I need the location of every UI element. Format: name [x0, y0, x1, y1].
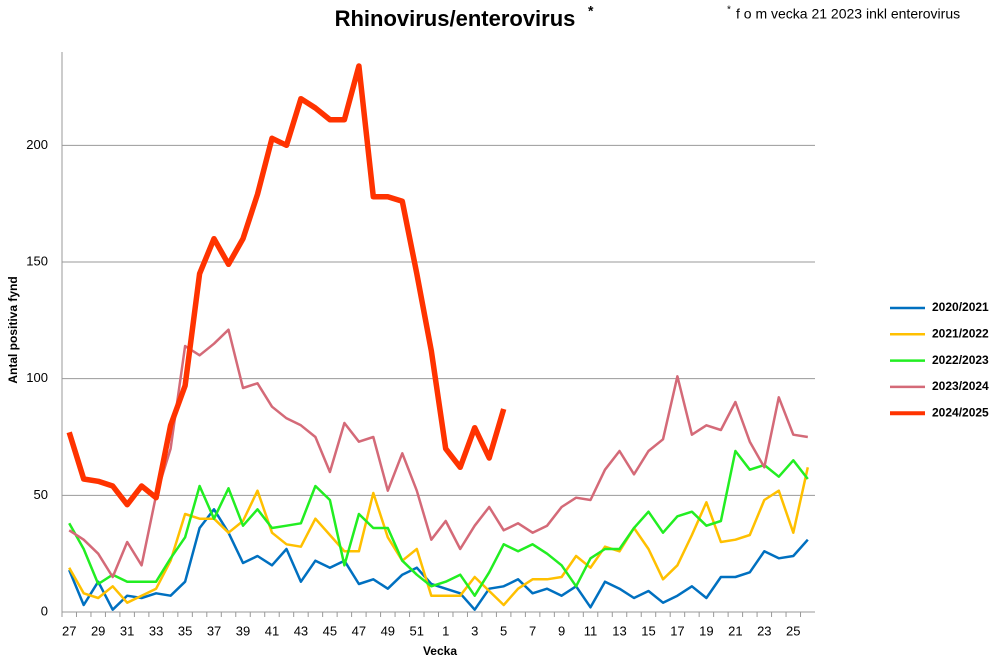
- x-tick-label: 13: [612, 623, 626, 638]
- x-tick-label: 51: [410, 623, 424, 638]
- x-tick-label: 41: [265, 623, 279, 638]
- series-line: [68, 449, 809, 597]
- y-tick-label: 200: [26, 137, 48, 152]
- legend-label: 2023/2024: [932, 379, 989, 393]
- title-mark: *: [588, 3, 594, 19]
- x-tick-label: 25: [786, 623, 800, 638]
- x-tick-label: 49: [381, 623, 395, 638]
- x-tick-label: 9: [558, 623, 565, 638]
- x-tick-label: 35: [178, 623, 192, 638]
- y-tick-label: 100: [26, 370, 48, 385]
- x-tick-label: 47: [352, 623, 366, 638]
- note-mark: *: [727, 5, 731, 16]
- x-tick-label: 3: [471, 623, 478, 638]
- y-tick-label: 0: [41, 603, 48, 618]
- x-tick-label: 29: [91, 623, 105, 638]
- y-axis-label: Antal positiva fynd: [6, 276, 20, 383]
- note: f o m vecka 21 2023 inkl enterovirus: [736, 6, 960, 22]
- legend-label: 2021/2022: [932, 326, 989, 340]
- y-tick-label: 150: [26, 253, 48, 268]
- x-tick-label: 31: [120, 623, 134, 638]
- legend-label: 2024/2025: [932, 405, 989, 419]
- x-tick-label: 17: [670, 623, 684, 638]
- x-tick-label: 7: [529, 623, 536, 638]
- x-tick-label: 39: [236, 623, 250, 638]
- x-tick-label: 11: [584, 623, 598, 638]
- series-line: [68, 508, 809, 611]
- series-line: [68, 467, 810, 607]
- x-tick-label: 45: [323, 623, 337, 638]
- x-tick-label: 37: [207, 623, 221, 638]
- y-tick-label: 50: [34, 487, 48, 502]
- legend-label: 2022/2023: [932, 353, 989, 367]
- x-tick-label: 27: [62, 623, 76, 638]
- chart-title: Rhinovirus/enterovirus: [335, 6, 576, 31]
- x-axis-label: Vecka: [423, 644, 457, 658]
- x-tick-label: 23: [757, 623, 771, 638]
- x-tick-label: 33: [149, 623, 163, 638]
- legend-label: 2020/2021: [932, 300, 989, 314]
- series-line: [68, 328, 808, 579]
- x-tick-label: 15: [641, 623, 655, 638]
- x-tick-label: 1: [442, 623, 449, 638]
- x-tick-label: 19: [699, 623, 713, 638]
- x-tick-label: 43: [294, 623, 308, 638]
- series-line: [66, 63, 507, 508]
- x-tick-label: 5: [500, 623, 507, 638]
- x-tick-label: 21: [728, 623, 742, 638]
